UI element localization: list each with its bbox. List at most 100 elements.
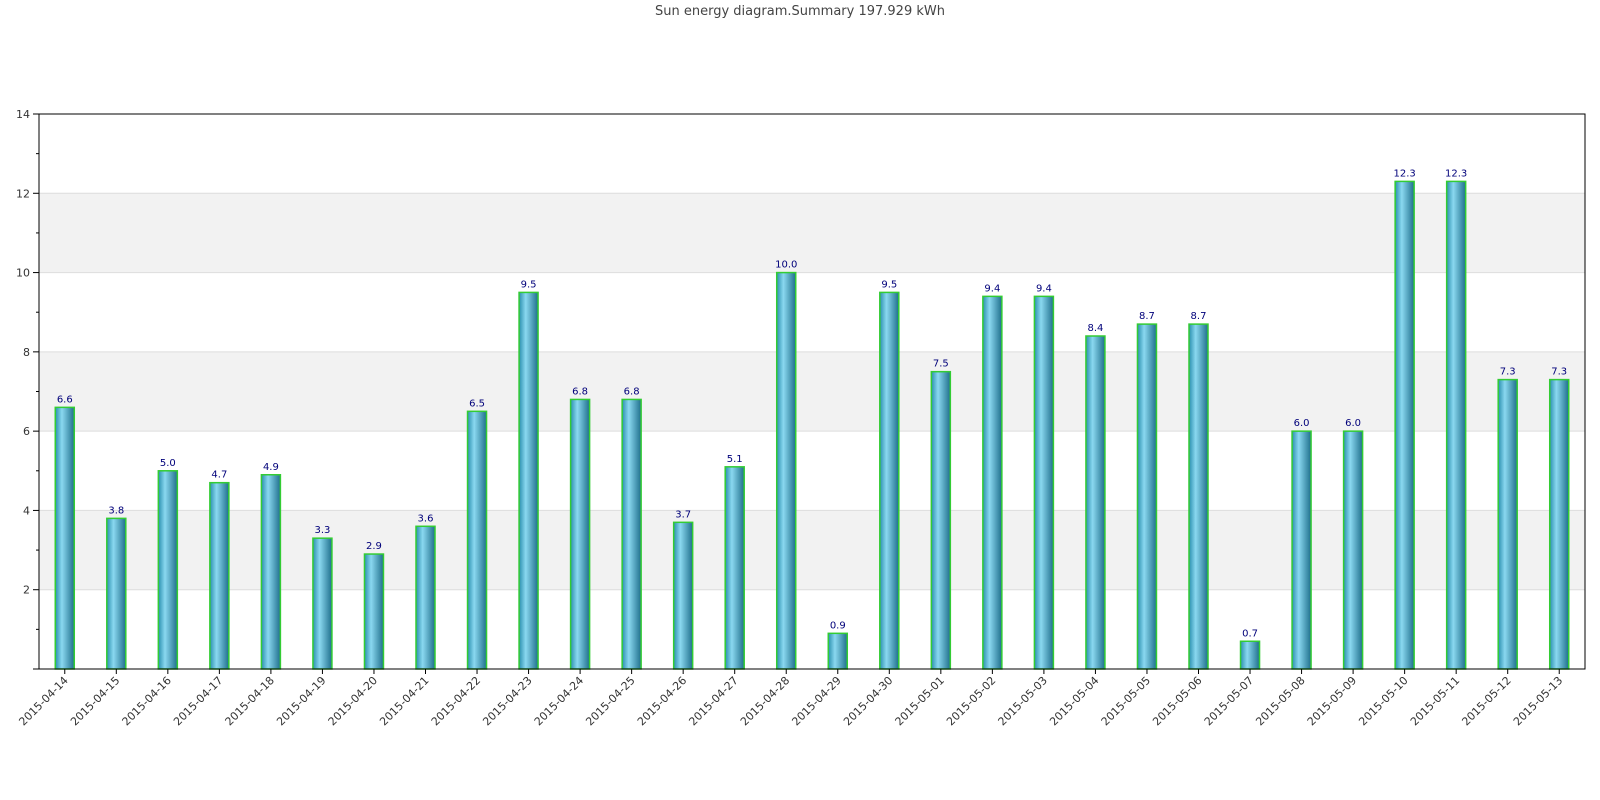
x-tick-label: 2015-05-10 <box>1356 674 1410 728</box>
data-label: 5.0 <box>160 458 176 469</box>
bar-2015-04-23 <box>518 291 539 670</box>
y-tick-label: 8 <box>23 346 30 359</box>
bar-2015-04-18 <box>260 474 282 670</box>
data-label: 3.6 <box>418 513 434 524</box>
x-tick-label: 2015-05-11 <box>1408 674 1462 728</box>
bar-2015-04-26 <box>672 521 694 670</box>
data-label: 7.5 <box>933 359 949 370</box>
grid-band <box>39 510 1585 590</box>
x-tick-label: 2015-05-12 <box>1459 674 1513 728</box>
data-label: 5.1 <box>727 454 743 465</box>
x-tick-label: 2015-05-07 <box>1202 674 1256 728</box>
x-tick-label: 2015-04-24 <box>532 674 586 728</box>
bar-2015-05-12 <box>1497 378 1518 670</box>
data-label: 9.4 <box>984 283 1000 294</box>
data-label: 7.3 <box>1551 367 1567 378</box>
data-label: 8.7 <box>1139 311 1155 322</box>
grid-band <box>39 351 1585 432</box>
x-tick-label: 2015-04-28 <box>738 674 792 728</box>
x-tick-label: 2015-04-23 <box>480 674 534 728</box>
data-label: 6.0 <box>1345 418 1361 429</box>
bars <box>54 180 1570 670</box>
data-label: 7.3 <box>1500 367 1516 378</box>
data-label: 6.6 <box>57 394 73 405</box>
x-tick-label: 2015-04-20 <box>326 674 380 728</box>
x-tick-label: 2015-04-15 <box>68 674 122 728</box>
bar-2015-04-22 <box>466 410 488 670</box>
data-label: 6.0 <box>1294 418 1310 429</box>
x-tick-label: 2015-04-30 <box>841 674 895 728</box>
data-labels: 6.6 3.8 5.0 4.7 4.9 3.3 2.9 3.6 6.5 9.5 6.8 6.8 3.7 5… <box>57 168 1567 639</box>
data-label: 6.8 <box>572 386 588 397</box>
chart-title: Sun energy diagram.Summary 197.929 kWh <box>655 4 945 19</box>
y-tick-label: 10 <box>16 267 30 280</box>
bar-2015-05-04 <box>1085 335 1106 670</box>
bar-2015-05-03 <box>1033 295 1055 670</box>
bar-2015-05-06 <box>1188 323 1209 670</box>
x-tick-label: 2015-04-16 <box>120 674 174 728</box>
y-tick-label: 6 <box>23 425 30 438</box>
data-label: 3.7 <box>675 509 691 520</box>
data-label: 12.3 <box>1445 168 1467 179</box>
bar-2015-05-02 <box>982 295 1003 670</box>
data-label: 9.5 <box>881 279 897 290</box>
data-label: 3.3 <box>314 525 330 536</box>
data-label: 0.7 <box>1242 628 1258 639</box>
data-label: 9.5 <box>521 279 537 290</box>
x-tick-label: 2015-04-26 <box>635 674 689 728</box>
y-tick-label: 12 <box>16 187 30 200</box>
data-label: 6.5 <box>469 398 485 409</box>
x-tick-label: 2015-05-08 <box>1253 674 1307 728</box>
data-label: 2.9 <box>366 541 382 552</box>
data-label: 9.4 <box>1036 283 1052 294</box>
y-tick-label: 4 <box>23 504 30 517</box>
bar-2015-05-09 <box>1342 430 1364 670</box>
x-tick-label: 2015-05-03 <box>996 674 1050 728</box>
x-tick-label: 2015-04-22 <box>429 674 483 728</box>
bar-2015-04-14 <box>54 406 76 670</box>
x-tick-label: 2015-05-02 <box>944 674 998 728</box>
bar-2015-05-07 <box>1239 640 1261 670</box>
bar-2015-05-05 <box>1136 323 1158 670</box>
x-tick-label: 2015-04-18 <box>223 674 277 728</box>
data-label: 8.4 <box>1087 323 1103 334</box>
bar-2015-05-11 <box>1445 180 1467 670</box>
x-tick-label: 2015-04-19 <box>274 674 328 728</box>
x-tick-label: 2015-04-25 <box>583 674 637 728</box>
x-tick-label: 2015-04-29 <box>789 674 843 728</box>
data-label: 4.9 <box>263 462 279 473</box>
bar-2015-04-29 <box>827 632 849 670</box>
x-tick-label: 2015-04-14 <box>16 674 70 728</box>
grid-bands <box>39 192 1585 591</box>
data-label: 6.8 <box>624 386 640 397</box>
x-tick-label: 2015-05-04 <box>1047 674 1101 728</box>
bar-2015-05-10 <box>1394 180 1415 670</box>
bar-2015-04-19 <box>312 537 333 670</box>
grid-band <box>39 193 1585 273</box>
x-tick-label: 2015-05-05 <box>1099 674 1153 728</box>
bar-2015-04-28 <box>775 271 797 670</box>
bar-2015-04-20 <box>363 553 385 670</box>
bar-2015-04-25 <box>621 398 642 670</box>
bar-2015-04-21 <box>415 525 436 670</box>
x-tick-label: 2015-05-09 <box>1305 674 1359 728</box>
x-tick-label: 2015-05-01 <box>893 674 947 728</box>
bar-2015-05-08 <box>1291 430 1312 670</box>
data-label: 12.3 <box>1394 168 1416 179</box>
data-label: 0.9 <box>830 620 846 631</box>
bar-2015-04-30 <box>879 291 900 670</box>
data-label: 8.7 <box>1191 311 1207 322</box>
bar-2015-04-15 <box>106 517 127 670</box>
bar-2015-04-27 <box>724 466 745 670</box>
x-tick-label: 2015-04-27 <box>686 674 740 728</box>
x-tick-label: 2015-05-13 <box>1511 674 1565 728</box>
y-tick-label: 14 <box>16 108 30 121</box>
data-label: 10.0 <box>775 260 797 271</box>
y-tick-label: 2 <box>23 584 30 597</box>
bar-2015-04-24 <box>569 398 591 670</box>
data-label: 4.7 <box>211 470 227 481</box>
x-tick-label: 2015-05-06 <box>1150 674 1204 728</box>
bar-2015-04-16 <box>157 470 179 670</box>
bar-2015-05-01 <box>930 370 952 670</box>
